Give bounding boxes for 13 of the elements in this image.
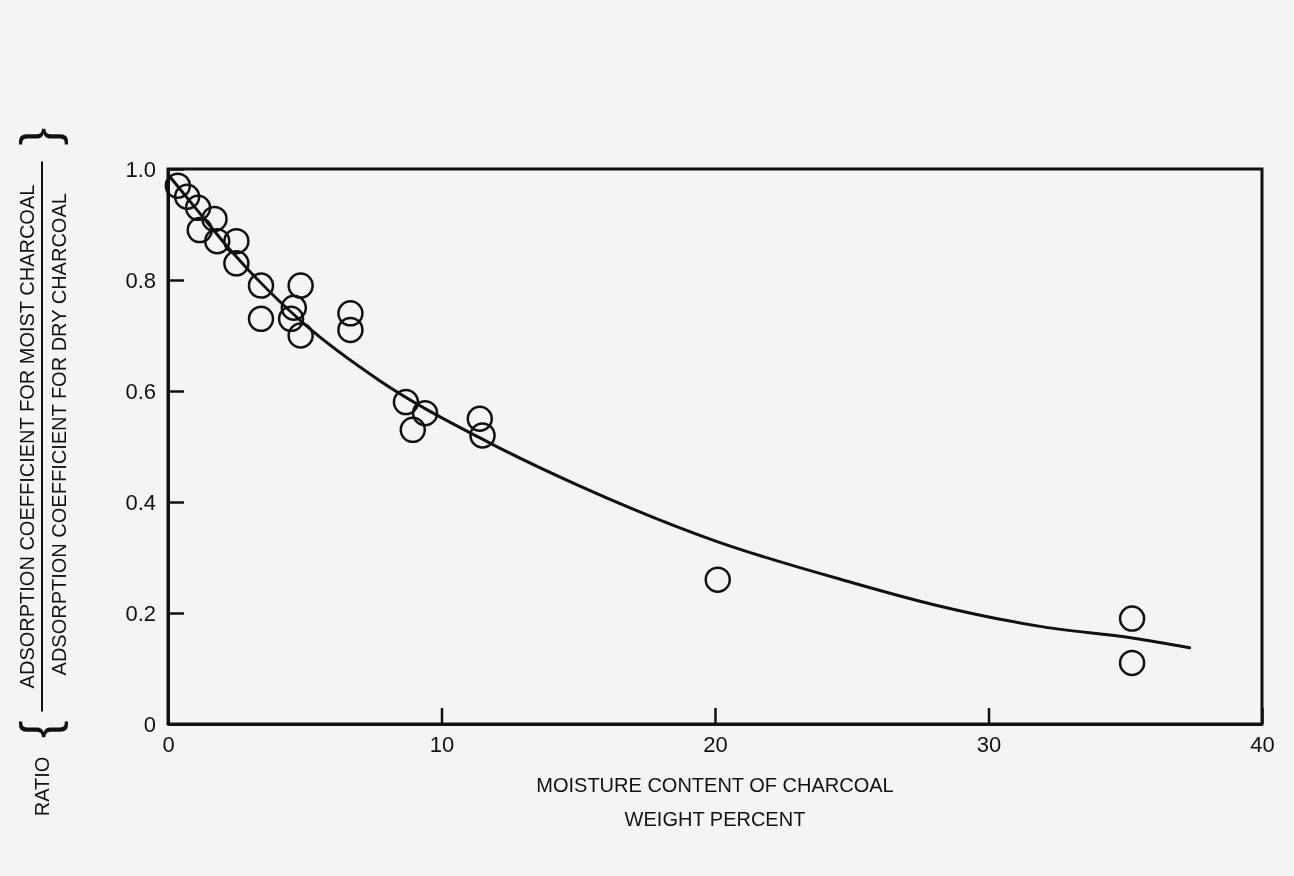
x-tick-label: 30 (976, 731, 1002, 757)
y-tick-label: 1.0 (125, 156, 156, 182)
y-tick-label: 0.2 (125, 600, 156, 626)
x-tick-label: 40 (1250, 731, 1275, 757)
y-tick-label: 0.8 (125, 267, 156, 293)
x-tick-label: 10 (429, 731, 455, 757)
x-tick-label: 20 (703, 731, 728, 757)
y-tick-label: 0 (143, 711, 156, 737)
text: RATIO {ADSORPTION COEFFICIENT FOR MOIST CHARCOAL ADSORPTION COEFFICIENT FOR DRY CHARCOAL} (10, 127, 70, 817)
y-tick-label: 0.6 (125, 378, 156, 404)
x-tick-label: 0 (162, 731, 175, 757)
y-tick-label: 0.4 (125, 489, 156, 515)
x-axis-title: MOISTURE CONTENT OF CHARCOAL WEIGHT PERCENT (536, 774, 894, 830)
